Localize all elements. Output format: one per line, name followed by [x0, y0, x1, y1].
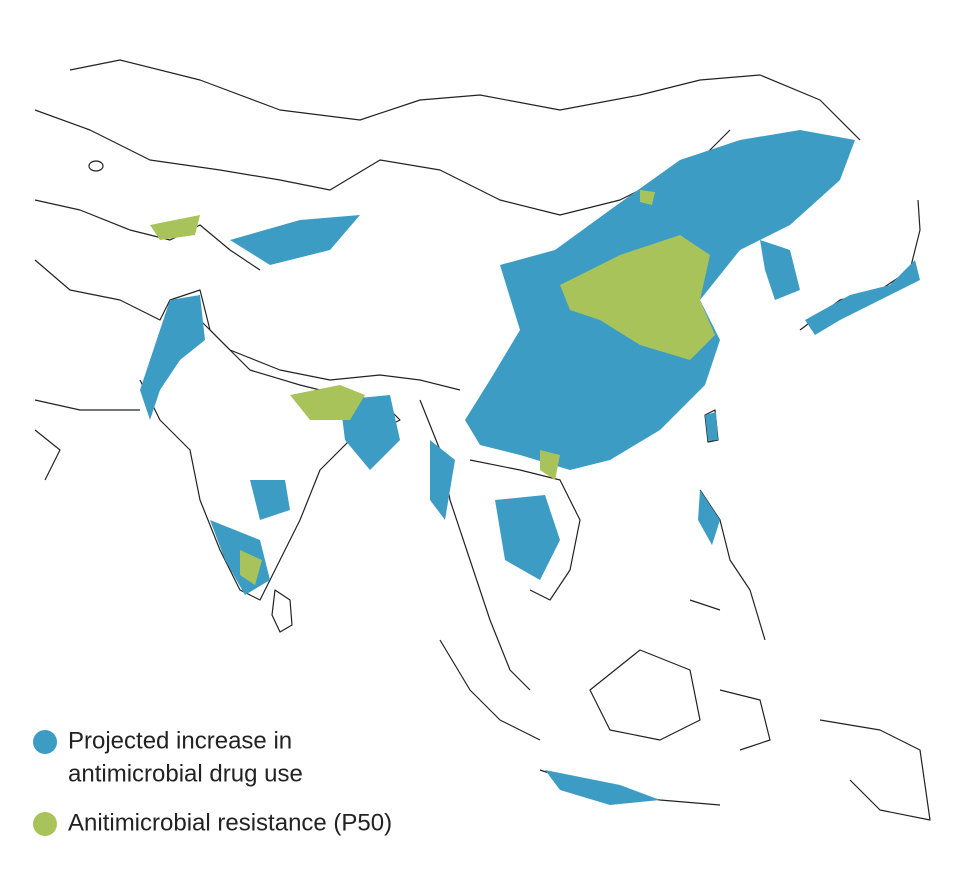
region: [560, 235, 715, 360]
legend: Projected increase in antimicrobial drug …: [33, 727, 392, 836]
sri-lanka: [271, 589, 293, 633]
region: [540, 450, 560, 480]
border: [34, 399, 140, 481]
border: [34, 259, 461, 391]
border: [34, 109, 731, 216]
legend-label: Projected increase in: [68, 727, 292, 754]
region: [430, 440, 455, 520]
legend-swatch: [33, 812, 57, 836]
region: [140, 295, 205, 420]
japan: [799, 199, 921, 331]
legend-label: antimicrobial drug use: [68, 760, 303, 787]
region: [150, 215, 200, 240]
border: [69, 59, 861, 141]
drug-use-region: [140, 130, 920, 805]
region: [290, 385, 365, 420]
region: [230, 215, 360, 265]
legend-swatch: [33, 730, 57, 754]
region: [340, 395, 400, 470]
region: [705, 412, 718, 441]
resistance-region: [150, 190, 715, 585]
region: [640, 190, 655, 205]
region: [545, 770, 660, 805]
india: [139, 299, 401, 601]
region: [250, 480, 290, 520]
region: [805, 260, 920, 335]
indonesia: [439, 639, 931, 821]
region: [495, 495, 560, 580]
lake: [88, 160, 104, 172]
legend-label: Anitimicrobial resistance (P50): [68, 809, 392, 836]
region: [698, 490, 720, 545]
region: [240, 550, 262, 585]
region: [760, 240, 800, 300]
border: [34, 199, 261, 271]
